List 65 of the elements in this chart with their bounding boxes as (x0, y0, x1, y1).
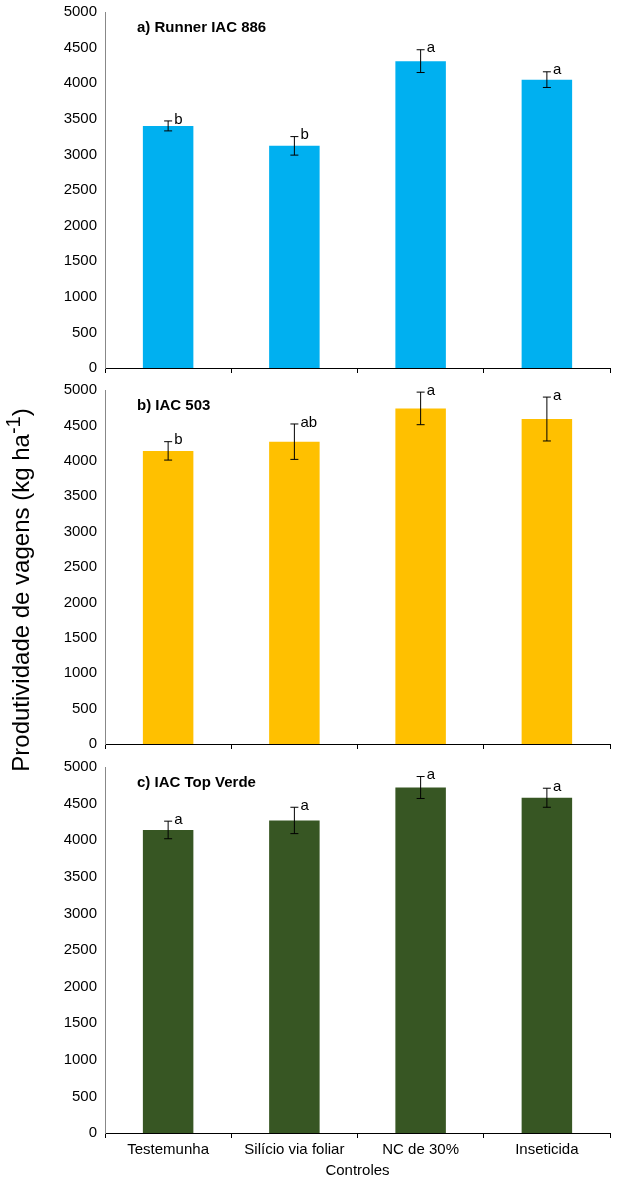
bar (521, 419, 573, 744)
bar (395, 787, 446, 1133)
bar (521, 797, 573, 1133)
y-tick-label: 5000 (63, 380, 97, 398)
y-tick-label: 0 (88, 734, 97, 752)
y-tick-label: 5000 (63, 2, 97, 20)
y-tick-label: 4000 (63, 830, 97, 848)
y-tick-label: 3000 (63, 521, 97, 539)
y-tick-label: 2000 (63, 215, 97, 233)
bar (269, 145, 320, 368)
y-tick-label: 3500 (63, 486, 97, 504)
y-tick-label: 0 (88, 358, 97, 376)
bar (142, 450, 194, 744)
y-tick-label: 500 (71, 1086, 97, 1104)
y-tick-label: 2500 (63, 557, 97, 575)
bar (395, 408, 446, 744)
y-tick-label: 1500 (63, 1013, 97, 1031)
y-tick-label: 500 (71, 698, 97, 716)
y-tick-label: 3000 (63, 903, 97, 921)
y-tick-label: 4000 (63, 450, 97, 468)
chart-title: c) IAC Top Verde (137, 772, 256, 790)
y-tick-label: 3500 (63, 108, 97, 126)
y-tick-label: 2000 (63, 976, 97, 994)
annotation: a (426, 765, 436, 783)
y-tick-label: 4500 (63, 793, 97, 811)
x-tick-label: Testemunha (127, 1140, 210, 1158)
annotation: a (426, 380, 436, 398)
annotation: a (552, 776, 562, 794)
y-tick-label: 500 (71, 322, 97, 340)
annotation: a (552, 60, 562, 78)
x-tick-label: NC de 30% (382, 1140, 459, 1158)
y-tick-label: 1000 (63, 286, 97, 304)
bar (521, 79, 573, 368)
y-tick-label: 1000 (63, 1049, 97, 1067)
annotation: b (174, 109, 183, 127)
y-tick-label: 0 (88, 1123, 97, 1141)
bar (269, 441, 320, 744)
annotation: a (174, 809, 184, 827)
x-tick-label: Silício via foliar (244, 1140, 345, 1158)
chart-title: a) Runner IAC 886 (137, 17, 267, 35)
y-tick-label: 4500 (63, 415, 97, 433)
y-tick-label: 3500 (63, 866, 97, 884)
annotation: b (300, 125, 309, 143)
y-tick-label: 4500 (63, 37, 97, 55)
bar (269, 820, 320, 1133)
y-tick-label: 1500 (63, 627, 97, 645)
bar (142, 829, 194, 1133)
annotation: a (426, 38, 436, 56)
y-tick-label: 2500 (63, 180, 97, 198)
x-tick-label: Inseticida (515, 1140, 580, 1158)
y-tick-label: 2000 (63, 592, 97, 610)
bar (142, 125, 194, 368)
y-tick-label: 1500 (63, 251, 97, 269)
y-tick-label: 1000 (63, 663, 97, 681)
chart-title: b) IAC 503 (137, 395, 211, 413)
y-tick-label: 4000 (63, 73, 97, 91)
bar (395, 61, 446, 368)
y-tick-label: 2500 (63, 940, 97, 958)
annotation: b (174, 430, 183, 448)
x-axis-title: Controles (325, 1161, 390, 1179)
y-tick-label: 5000 (63, 757, 97, 775)
annotation: a (552, 385, 562, 403)
annotation: a (300, 795, 310, 813)
y-tick-label: 3000 (63, 144, 97, 162)
annotation: ab (300, 412, 318, 430)
